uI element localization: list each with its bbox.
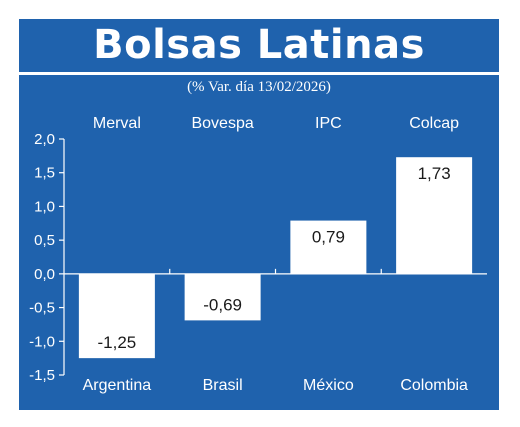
data-label: -1,25 xyxy=(98,333,137,352)
chart-title: Bolsas Latinas xyxy=(93,22,425,68)
x-tick-label: México xyxy=(303,377,354,394)
y-tick-label: -1,0 xyxy=(29,333,55,350)
bar-brasil xyxy=(184,273,261,321)
x-tick-label: Argentina xyxy=(83,377,152,394)
bar-argentina xyxy=(78,273,155,359)
bar-mexico xyxy=(290,220,367,274)
index-name-label: Colcap xyxy=(409,115,459,132)
data-label: 1,73 xyxy=(418,164,451,183)
bar-chart: 2,0 1,5 1,0 0,5 0,0 -0,5 -1,0 -1,5 -1,25 Merval Ar… xyxy=(29,115,487,394)
x-tick-label: Colombia xyxy=(400,377,468,394)
chart-subtitle: (% Var. día 13/02/2026) xyxy=(187,79,331,95)
index-name-label: Merval xyxy=(93,115,141,132)
y-tick-label: 1,5 xyxy=(34,165,55,182)
y-tick-label: 0,5 xyxy=(34,232,55,249)
data-label: -0,69 xyxy=(203,295,242,314)
index-name-label: IPC xyxy=(315,115,342,132)
y-tick-label: -1,5 xyxy=(29,367,55,384)
y-tick-label: 0,0 xyxy=(34,266,55,283)
chart-card: Bolsas Latinas (% Var. día 13/02/2026) 2… xyxy=(19,19,499,410)
y-tick-label: 1,0 xyxy=(34,198,55,215)
bar-colombia xyxy=(396,157,473,274)
x-tick-label: Brasil xyxy=(203,377,243,394)
y-tick-label: -0,5 xyxy=(29,300,55,317)
index-name-label: Bovespa xyxy=(191,115,253,132)
y-tick-label: 2,0 xyxy=(34,131,55,148)
data-label: 0,79 xyxy=(312,228,345,247)
title-divider xyxy=(19,72,499,75)
